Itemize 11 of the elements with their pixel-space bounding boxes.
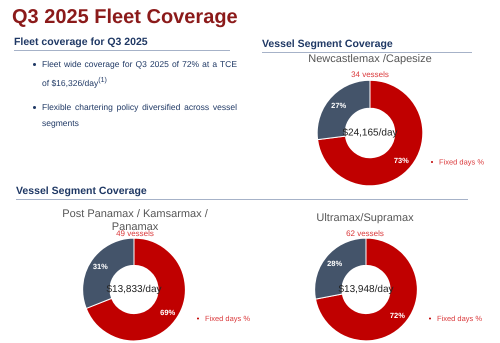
text: Q3 2025 Fleet Coverage [12,6,238,29]
text: 62 vessels [345,229,385,238]
chart-subtitle: Ultramax/Supramax [315,212,415,225]
chart-title: Vessel Segment Coverage [16,185,468,200]
text: Flexible chartering policy diversified across vessel segments [42,100,237,130]
text: Fleet coverage for Q3 2025 [14,36,230,51]
text: 34 vessels [350,70,390,79]
text: 49 vessels [116,229,154,238]
text: Fleet wide coverage for Q3 2025 of 72% at a TCE of $16,326/day$^{(1)}$ [42,58,237,90]
chart-subtitle: Newcastlemax /Capesize [307,53,433,66]
chart-title: Vessel Segment Coverage [262,38,472,53]
